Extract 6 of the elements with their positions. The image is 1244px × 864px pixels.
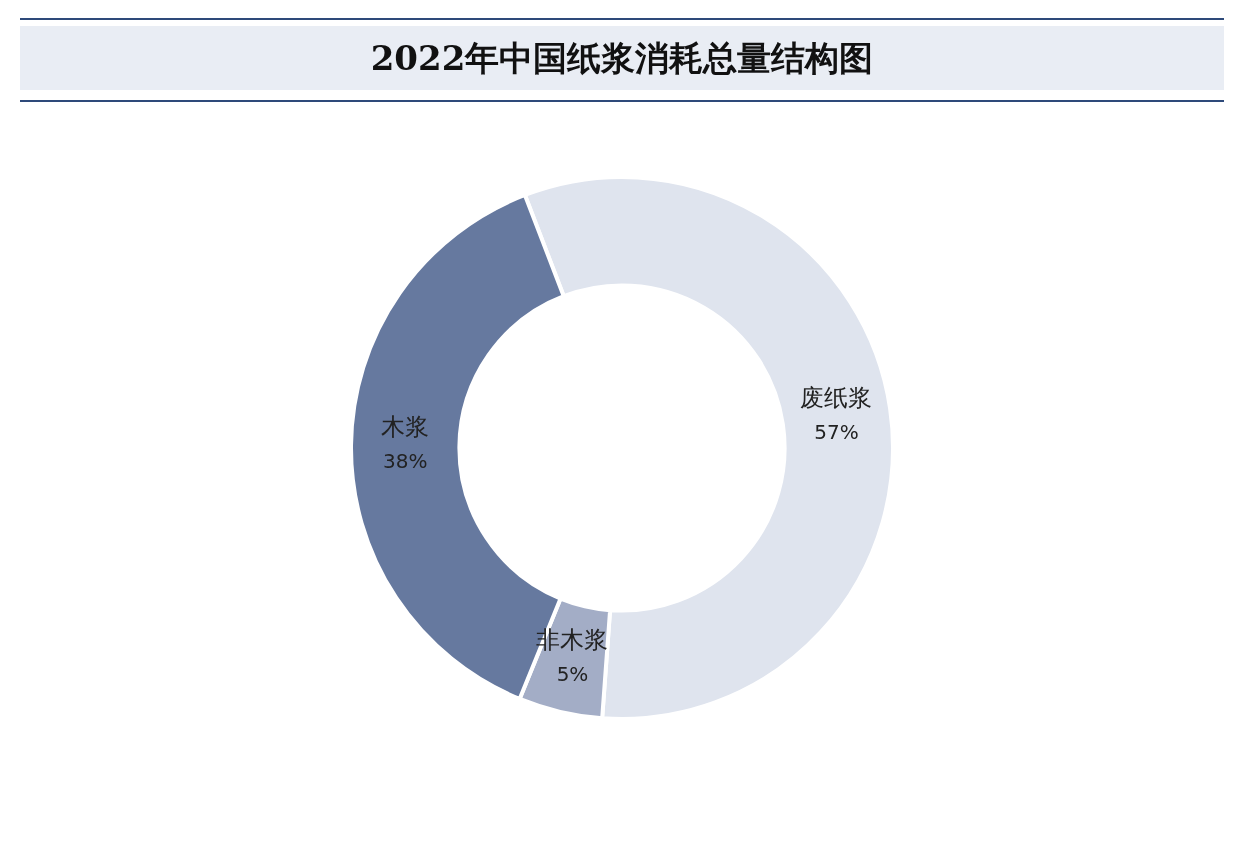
slice-label: 废纸浆 (800, 383, 873, 412)
chart-title: 2022年中国纸浆消耗总量结构图 (20, 26, 1224, 90)
data-label: 38% (382, 448, 428, 473)
data-label: 5% (556, 662, 589, 687)
data-label: 57% (814, 419, 859, 444)
slice-label: 木浆 (381, 412, 430, 441)
